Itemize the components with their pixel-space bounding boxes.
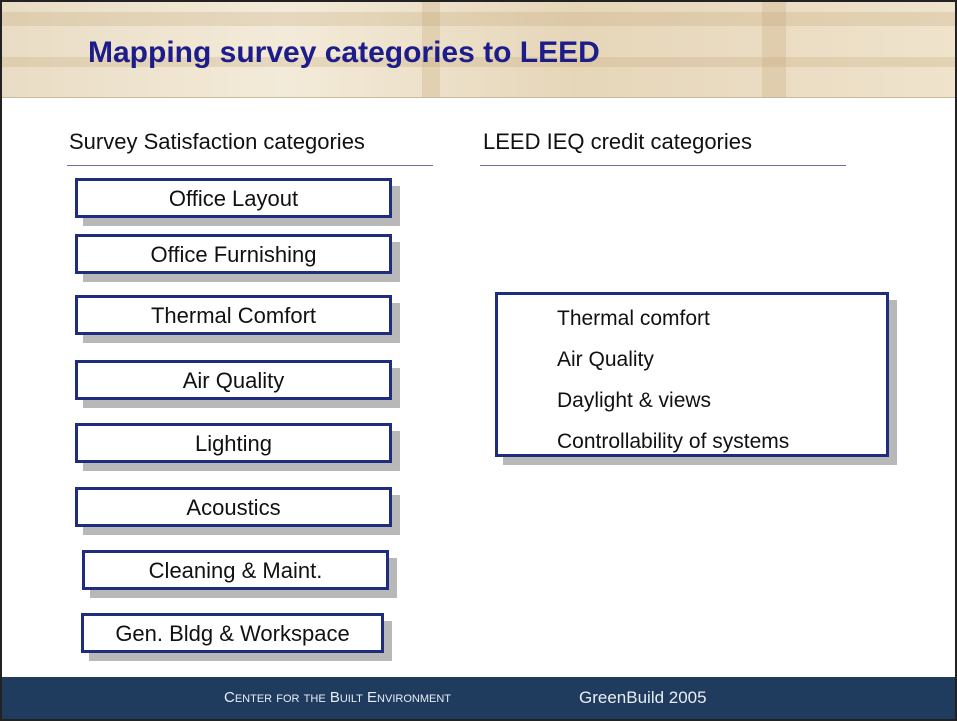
survey-category: Acoustics xyxy=(75,487,392,527)
title: Mapping survey categories to LEED xyxy=(88,36,600,69)
survey-category: Air Quality xyxy=(75,360,392,400)
survey-heading: Survey Satisfaction categories xyxy=(69,129,365,154)
survey-category: Cleaning & Maint. xyxy=(82,550,389,590)
leed-category: Controllability of systems xyxy=(557,430,790,453)
header: Mapping survey categories to LEED xyxy=(2,2,955,98)
survey-category: Lighting xyxy=(75,423,392,463)
leed-category: Thermal comfort xyxy=(557,307,710,330)
footer: Center for the Built Environment GreenBu… xyxy=(2,677,955,719)
rule xyxy=(67,165,433,166)
leed-heading: LEED IEQ credit categories xyxy=(483,129,753,154)
footer-event: GreenBuild 2005 xyxy=(579,688,707,707)
footer-organization: Center for the Built Environment xyxy=(224,689,451,706)
survey-category: Gen. Bldg & Workspace xyxy=(81,613,384,653)
survey-category: Office Furnishing xyxy=(75,234,392,274)
leed-category: Air Quality xyxy=(557,348,654,371)
leed-category: Daylight & views xyxy=(557,389,712,412)
survey-category: Thermal Comfort xyxy=(75,295,392,335)
rule xyxy=(480,165,846,166)
survey-category: Office Layout xyxy=(75,178,392,218)
leed-box: Thermal comfort Air Quality Daylight & vie… xyxy=(495,292,889,457)
